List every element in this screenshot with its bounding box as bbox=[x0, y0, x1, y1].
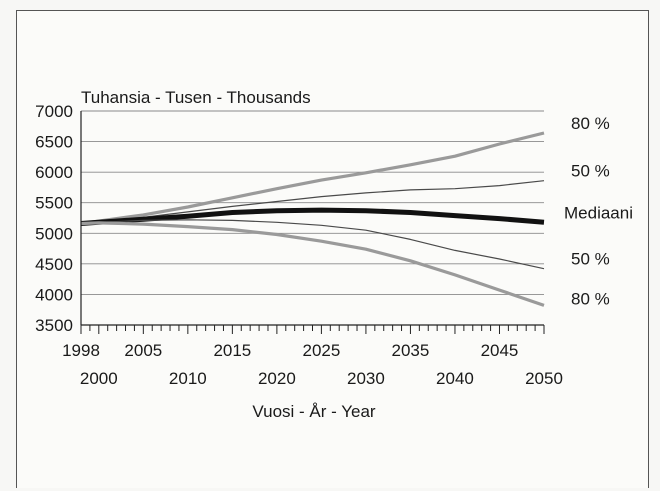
x-tick-label-upper: 2035 bbox=[392, 341, 430, 360]
x-tick-label-upper: 2045 bbox=[481, 341, 519, 360]
axis-labels: 3500 4000 4500 5000 5500 6000 6500 7000 1998 2005… bbox=[35, 102, 633, 388]
x-tick-label-lower: 2000 bbox=[80, 369, 118, 388]
x-tick-label-upper: 1998 bbox=[62, 341, 100, 360]
line-chart: 3500 4000 4500 5000 5500 6000 6500 7000 1998 2005… bbox=[35, 88, 633, 421]
series-line-upper-80 bbox=[80, 131, 545, 226]
x-tick-label-upper: 2005 bbox=[124, 341, 162, 360]
x-axis-title: Vuosi - År - Year bbox=[252, 402, 375, 421]
unit-label: Tuhansia - Tusen - Thousands bbox=[81, 88, 311, 107]
series-line-median bbox=[80, 207, 545, 226]
y-tick-label: 4500 bbox=[35, 255, 73, 274]
x-tick-label-lower: 2010 bbox=[169, 369, 207, 388]
series-label-upper-50: 50 % bbox=[571, 162, 610, 181]
y-tick-label: 4000 bbox=[35, 285, 73, 304]
x-tick-label-lower: 2050 bbox=[525, 369, 563, 388]
y-tick-label: 3500 bbox=[35, 316, 73, 335]
series-label-median: Mediaani bbox=[564, 203, 633, 222]
y-tick-label: 6000 bbox=[35, 163, 73, 182]
y-tick-label: 5000 bbox=[35, 224, 73, 243]
series-label-lower-50: 50 % bbox=[571, 250, 610, 269]
series-label-upper-80: 80 % bbox=[571, 114, 610, 133]
y-tick-label: 6500 bbox=[35, 133, 73, 152]
gridlines bbox=[81, 110, 544, 326]
x-tick-label-upper: 2015 bbox=[213, 341, 251, 360]
x-tick-label-upper: 2025 bbox=[302, 341, 340, 360]
axes bbox=[80, 111, 545, 334]
chart-frame: 3500 4000 4500 5000 5500 6000 6500 7000 1998 2005… bbox=[16, 10, 649, 488]
y-tick-label: 7000 bbox=[35, 102, 73, 121]
x-tick-label-lower: 2030 bbox=[347, 369, 385, 388]
x-tick-label-lower: 2040 bbox=[436, 369, 474, 388]
series-line-lower-80 bbox=[80, 221, 545, 307]
series-label-lower-80: 80 % bbox=[571, 290, 610, 309]
series-lines bbox=[80, 131, 545, 307]
y-tick-label: 5500 bbox=[35, 194, 73, 213]
x-tick-label-lower: 2020 bbox=[258, 369, 296, 388]
series-line-lower-50 bbox=[80, 219, 545, 270]
